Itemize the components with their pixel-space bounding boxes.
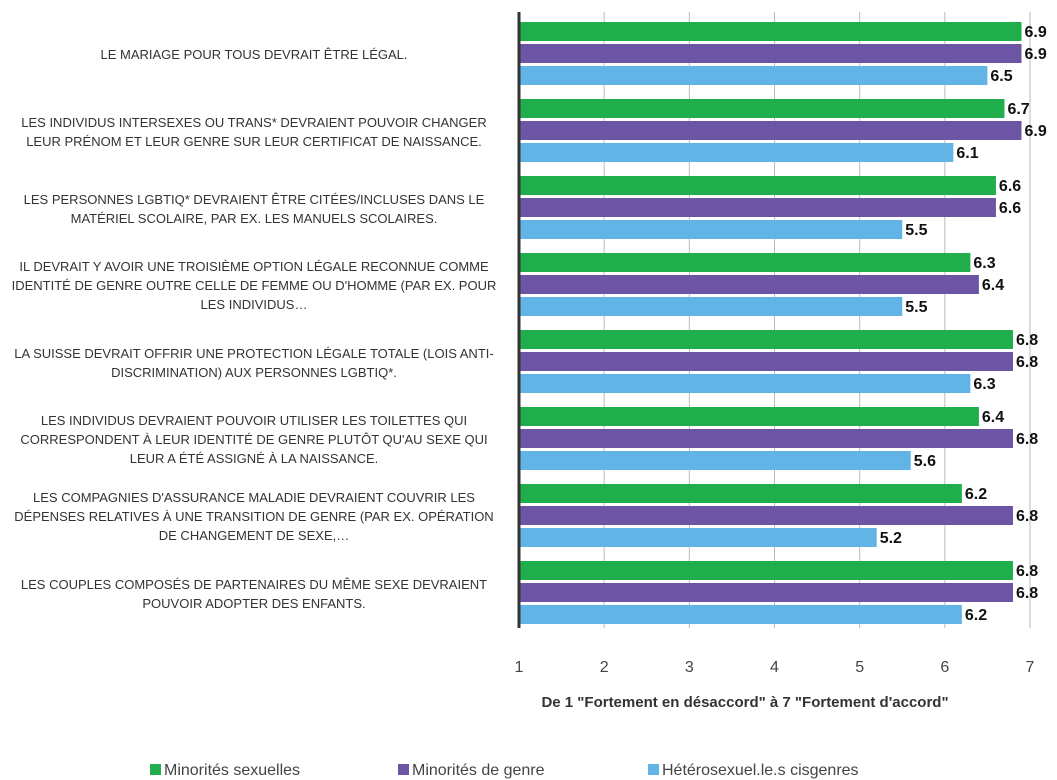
bar bbox=[519, 605, 962, 624]
value-label: 6.5 bbox=[990, 68, 1012, 85]
bar bbox=[519, 429, 1013, 448]
value-label: 6.1 bbox=[956, 145, 978, 162]
bar bbox=[519, 176, 996, 195]
legend-swatch bbox=[150, 764, 161, 775]
bar bbox=[519, 506, 1013, 525]
legend-label: Minorités de genre bbox=[412, 762, 545, 779]
value-label: 6.8 bbox=[1016, 332, 1038, 349]
value-label: 5.6 bbox=[914, 453, 936, 470]
legend-swatch bbox=[648, 764, 659, 775]
bar bbox=[519, 583, 1013, 602]
category-label: LES COUPLES COMPOSÉS DE PARTENAIRES DU M… bbox=[20, 576, 488, 611]
x-tick-label: 6 bbox=[940, 659, 949, 676]
bar bbox=[519, 121, 1022, 140]
bar bbox=[519, 66, 988, 85]
value-label: 6.2 bbox=[965, 607, 987, 624]
category-label: LA SUISSE DEVRAIT OFFRIR UNE PROTECTION … bbox=[14, 345, 494, 380]
grid bbox=[603, 12, 1031, 628]
category-label: IL DEVRAIT Y AVOIR UNE TROISIÈME OPTION … bbox=[11, 259, 497, 312]
category-label: LE MARIAGE POUR TOUS DEVRAIT ÊTRE LÉGAL. bbox=[100, 47, 408, 62]
x-tick-label: 2 bbox=[600, 659, 609, 676]
legend-label: Hétérosexuel.le.s cisgenres bbox=[662, 762, 859, 779]
value-label: 6.9 bbox=[1024, 24, 1046, 41]
bar bbox=[519, 275, 979, 294]
value-label: 5.5 bbox=[905, 222, 927, 239]
x-axis-label: De 1 "Fortement en désaccord" à 7 "Forte… bbox=[541, 694, 948, 711]
value-label: 5.5 bbox=[905, 299, 927, 316]
value-label: 6.3 bbox=[973, 255, 995, 272]
value-label: 6.4 bbox=[982, 277, 1004, 294]
value-label: 6.9 bbox=[1024, 123, 1046, 140]
bar bbox=[519, 143, 954, 162]
value-label: 6.8 bbox=[1016, 508, 1038, 525]
bar bbox=[519, 253, 971, 272]
bar bbox=[519, 198, 996, 217]
x-tick-label: 7 bbox=[1026, 659, 1035, 676]
category-label: LES COMPAGNIES D'ASSURANCE MALADIE DEVRA… bbox=[14, 490, 494, 543]
bar bbox=[519, 561, 1013, 580]
value-label: 6.8 bbox=[1016, 585, 1038, 602]
bar bbox=[519, 22, 1022, 41]
bar bbox=[519, 297, 903, 316]
bar bbox=[519, 407, 979, 426]
x-tick-label: 3 bbox=[685, 659, 694, 676]
value-label: 6.6 bbox=[999, 178, 1021, 195]
bar bbox=[519, 330, 1013, 349]
value-label: 6.8 bbox=[1016, 431, 1038, 448]
value-label: 6.7 bbox=[1007, 101, 1029, 118]
bar bbox=[519, 352, 1013, 371]
value-label: 5.2 bbox=[880, 530, 902, 547]
x-tick-label: 4 bbox=[770, 659, 779, 676]
bar bbox=[519, 528, 877, 547]
legend-label: Minorités sexuelles bbox=[164, 762, 300, 779]
bar bbox=[519, 220, 903, 239]
category-label: LES INDIVIDUS DEVRAIENT POUVOIR UTILISER… bbox=[20, 413, 488, 466]
bar bbox=[519, 99, 1005, 118]
bar bbox=[519, 374, 971, 393]
bar bbox=[519, 44, 1022, 63]
value-label: 6.4 bbox=[982, 409, 1004, 426]
value-label: 6.6 bbox=[999, 200, 1021, 217]
x-tick-label: 5 bbox=[855, 659, 864, 676]
value-label: 6.8 bbox=[1016, 563, 1038, 580]
value-label: 6.8 bbox=[1016, 354, 1038, 371]
category-label: LES PERSONNES LGBTIQ* DEVRAIENT ÊTRE CIT… bbox=[23, 191, 485, 226]
value-label: 6.9 bbox=[1024, 46, 1046, 63]
x-tick-label: 1 bbox=[515, 659, 524, 676]
value-label: 6.3 bbox=[973, 376, 995, 393]
bar bbox=[519, 484, 962, 503]
legend-swatch bbox=[398, 764, 409, 775]
bar bbox=[519, 451, 911, 470]
value-label: 6.2 bbox=[965, 486, 987, 503]
category-label: LES INDIVIDUS INTERSEXES OU TRANS* DEVRA… bbox=[21, 114, 487, 149]
